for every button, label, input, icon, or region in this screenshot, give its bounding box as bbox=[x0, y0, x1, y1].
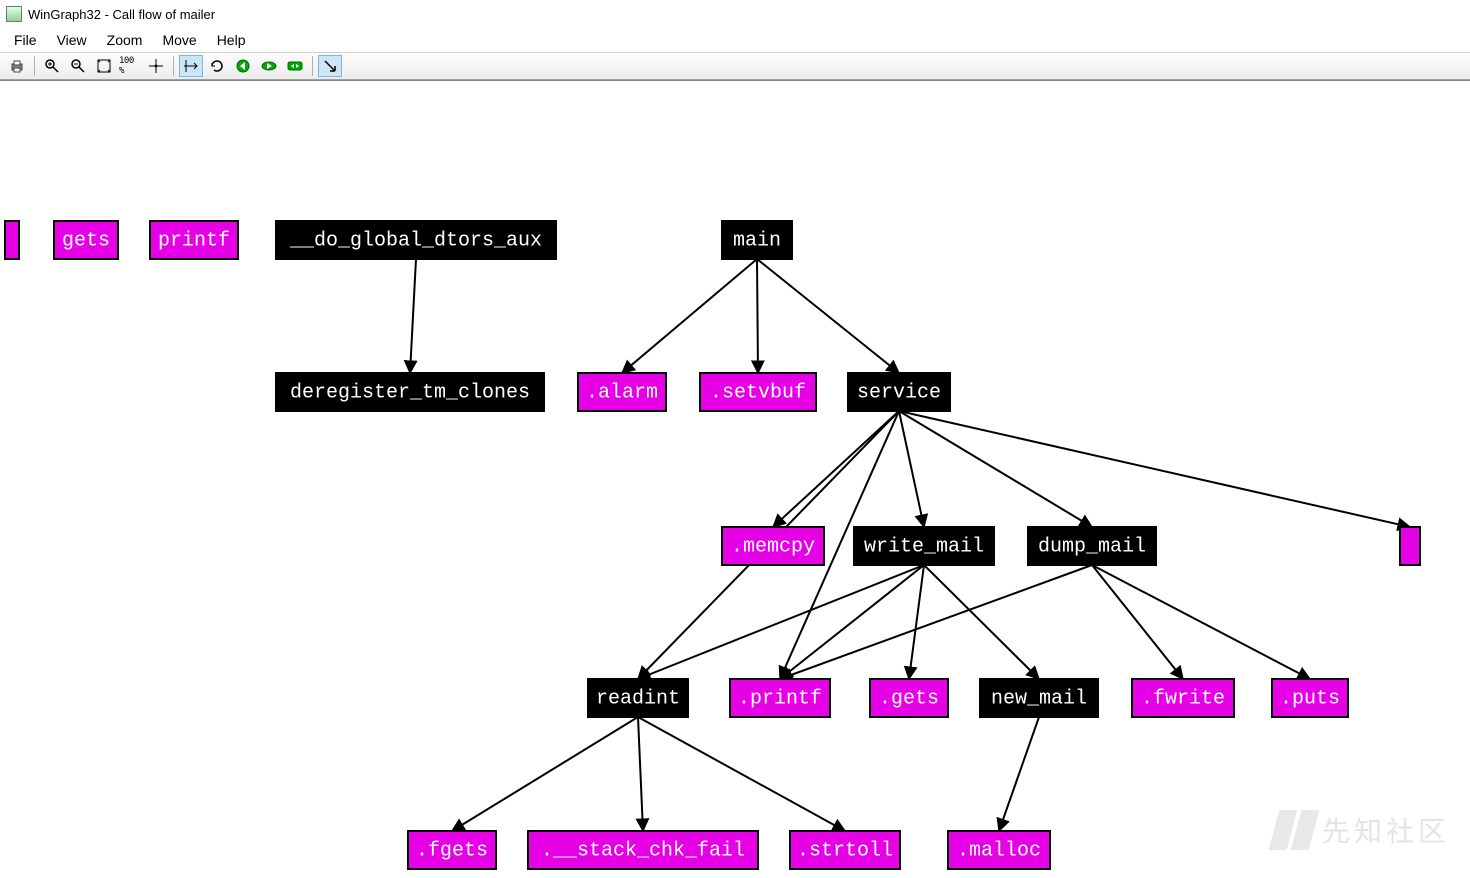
node-fgets[interactable]: .fgets bbox=[408, 831, 496, 869]
refresh-button[interactable] bbox=[205, 55, 229, 77]
node-gets[interactable]: gets bbox=[54, 221, 118, 259]
app-icon bbox=[6, 6, 22, 22]
edge-readint-fgets bbox=[452, 717, 638, 831]
node-printf2[interactable]: .printf bbox=[730, 679, 830, 717]
node-label-memcpy: .memcpy bbox=[731, 536, 815, 559]
node-label-gets: gets bbox=[62, 230, 110, 253]
menu-zoom[interactable]: Zoom bbox=[97, 30, 153, 50]
graph-canvas[interactable]: gets printf __do_global_dtors_aux main dereg… bbox=[0, 80, 1470, 878]
node-label-dtors: __do_global_dtors_aux bbox=[289, 230, 542, 253]
edge-dtors-dereg bbox=[410, 259, 416, 373]
edge-service-clip_right bbox=[899, 411, 1410, 527]
node-label-strtoll: .strtoll bbox=[797, 840, 893, 863]
node-label-setvbuf: .setvbuf bbox=[710, 382, 806, 405]
edge-write_mail-printf2 bbox=[780, 565, 924, 679]
node-alarm[interactable]: .alarm bbox=[578, 373, 666, 411]
edge-service-dump_mail bbox=[899, 411, 1092, 527]
node-malloc[interactable]: .malloc bbox=[948, 831, 1050, 869]
edge-dump_mail-puts bbox=[1092, 565, 1310, 679]
node-label-write_mail: write_mail bbox=[864, 536, 984, 559]
node-stackchk[interactable]: .__stack_chk_fail bbox=[528, 831, 758, 869]
node-new_mail[interactable]: new_mail bbox=[980, 679, 1098, 717]
nav-forward-button[interactable] bbox=[257, 55, 281, 77]
window-title: WinGraph32 - Call flow of mailer bbox=[28, 7, 215, 22]
node-label-fgets: .fgets bbox=[416, 840, 488, 863]
node-label-malloc: .malloc bbox=[957, 840, 1041, 863]
node-main[interactable]: main bbox=[722, 221, 792, 259]
node-strtoll[interactable]: .strtoll bbox=[790, 831, 900, 869]
node-label-alarm: .alarm bbox=[586, 382, 658, 405]
edge-write_mail-gets2 bbox=[909, 565, 924, 679]
menu-bar: File View Zoom Move Help bbox=[0, 28, 1470, 52]
menu-move[interactable]: Move bbox=[152, 30, 206, 50]
toolbar-separator bbox=[312, 56, 313, 76]
node-write_mail[interactable]: write_mail bbox=[854, 527, 994, 565]
node-clip_left[interactable] bbox=[5, 221, 19, 259]
node-label-new_mail: new_mail bbox=[991, 688, 1087, 711]
edge-main-alarm bbox=[622, 259, 757, 373]
node-label-dereg: deregister_tm_clones bbox=[290, 382, 530, 405]
edge-readint-strtoll bbox=[638, 717, 845, 831]
node-memcpy[interactable]: .memcpy bbox=[722, 527, 824, 565]
node-gets2[interactable]: .gets bbox=[870, 679, 948, 717]
node-label-stackchk: .__stack_chk_fail bbox=[541, 840, 745, 863]
edge-main-setvbuf bbox=[757, 259, 758, 373]
zoom-100-label: 100 % bbox=[119, 56, 141, 76]
node-label-main: main bbox=[733, 230, 781, 253]
edge-service-write_mail bbox=[899, 411, 924, 527]
toolbar: 100 % bbox=[0, 52, 1470, 80]
edge-service-memcpy bbox=[773, 411, 899, 527]
node-label-gets2: .gets bbox=[879, 688, 939, 711]
edge-write_mail-readint bbox=[638, 565, 924, 679]
node-label-service: service bbox=[857, 382, 941, 405]
node-puts[interactable]: .puts bbox=[1272, 679, 1348, 717]
node-dtors[interactable]: __do_global_dtors_aux bbox=[276, 221, 556, 259]
watermark: 先知社区 bbox=[1274, 810, 1450, 850]
swap-button[interactable] bbox=[283, 55, 307, 77]
title-bar: WinGraph32 - Call flow of mailer bbox=[0, 0, 1470, 28]
toolbar-separator bbox=[34, 56, 35, 76]
menu-help[interactable]: Help bbox=[207, 30, 256, 50]
node-label-fwrite: .fwrite bbox=[1141, 688, 1225, 711]
node-readint[interactable]: readint bbox=[588, 679, 688, 717]
node-clip_right[interactable] bbox=[1400, 527, 1420, 565]
watermark-text: 先知社区 bbox=[1322, 810, 1450, 850]
node-label-printf: printf bbox=[158, 230, 230, 253]
node-setvbuf[interactable]: .setvbuf bbox=[700, 373, 816, 411]
pan-button[interactable] bbox=[144, 55, 168, 77]
node-label-printf2: .printf bbox=[738, 688, 822, 711]
menu-file[interactable]: File bbox=[4, 30, 47, 50]
node-dereg[interactable]: deregister_tm_clones bbox=[276, 373, 544, 411]
arrow-mode-button[interactable] bbox=[318, 55, 342, 77]
zoom-out-button[interactable] bbox=[66, 55, 90, 77]
edge-write_mail-new_mail bbox=[924, 565, 1039, 679]
node-printf[interactable]: printf bbox=[150, 221, 238, 259]
edge-main-service bbox=[757, 259, 899, 373]
nav-back-button[interactable] bbox=[231, 55, 255, 77]
node-label-puts: .puts bbox=[1280, 688, 1340, 711]
toolbar-separator bbox=[173, 56, 174, 76]
call-graph[interactable]: gets printf __do_global_dtors_aux main dereg… bbox=[0, 81, 1470, 878]
edge-readint-stackchk bbox=[638, 717, 643, 831]
zoom-100-button[interactable]: 100 % bbox=[118, 55, 142, 77]
print-button[interactable] bbox=[5, 55, 29, 77]
node-label-dump_mail: dump_mail bbox=[1038, 536, 1146, 559]
node-label-readint: readint bbox=[596, 688, 680, 711]
edge-dump_mail-printf2 bbox=[780, 565, 1092, 679]
zoom-fit-button[interactable] bbox=[92, 55, 116, 77]
node-service[interactable]: service bbox=[848, 373, 950, 411]
edge-dump_mail-fwrite bbox=[1092, 565, 1183, 679]
node-dump_mail[interactable]: dump_mail bbox=[1028, 527, 1156, 565]
menu-view[interactable]: View bbox=[47, 30, 97, 50]
edge-new_mail-malloc bbox=[999, 717, 1039, 831]
zoom-in-button[interactable] bbox=[40, 55, 64, 77]
node-fwrite[interactable]: .fwrite bbox=[1132, 679, 1234, 717]
watermark-icon bbox=[1274, 810, 1314, 850]
layout-tool-button[interactable] bbox=[179, 55, 203, 77]
